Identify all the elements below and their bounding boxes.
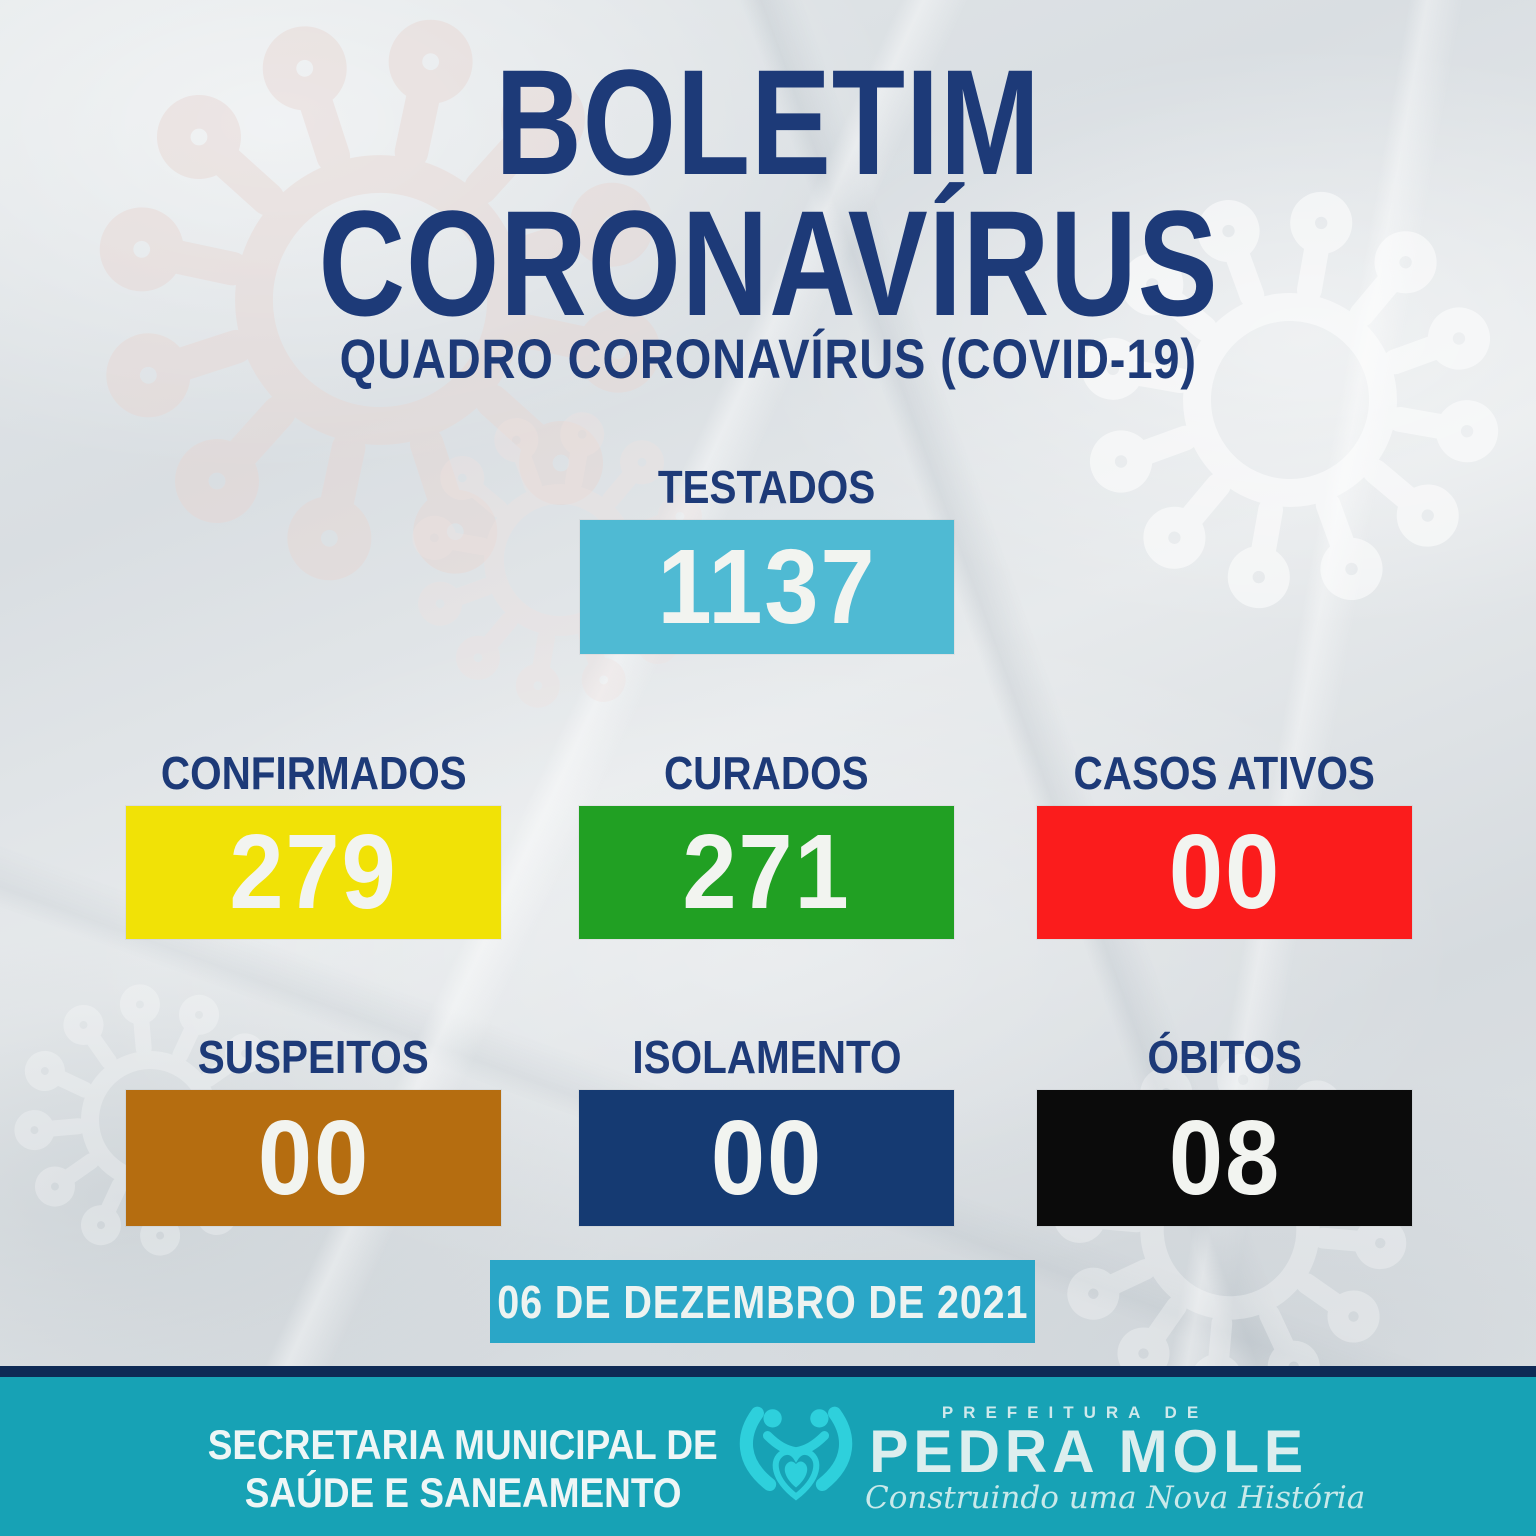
pedra-mole-emblem-icon — [739, 1406, 853, 1501]
stat-casos-ativos-value: 00 — [1168, 813, 1281, 931]
date-banner: 06 DE DEZEMBRO DE 2021 — [490, 1260, 1035, 1343]
logo-tagline: Construindo uma Nova História — [865, 1480, 1366, 1516]
stat-obitos-value: 08 — [1168, 1098, 1281, 1217]
title-line-1: BOLETIM — [495, 38, 1041, 206]
secretaria-text: SECRETARIA MUNICIPAL DE SAÚDE E SANEAMEN… — [163, 1421, 763, 1517]
stat-isolamento-label: ISOLAMENTO — [631, 1031, 902, 1083]
page-title: BOLETIM CORONAVÍRUS — [0, 38, 1536, 347]
stat-obitos-label: ÓBITOS — [1147, 1031, 1302, 1083]
stat-casos-ativos: CASOS ATIVOS 00 — [1037, 748, 1412, 939]
logo-pedra-mole: PEDRA MOLE — [869, 1418, 1309, 1485]
footer-divider — [0, 1366, 1536, 1377]
stat-curados: CURADOS 271 — [579, 748, 954, 939]
footer: SECRETARIA MUNICIPAL DE SAÚDE E SANEAMEN… — [0, 1377, 1536, 1536]
stat-curados-box: 271 — [579, 806, 954, 939]
stat-curados-value: 271 — [682, 813, 851, 931]
title-line-2: CORONAVÍRUS — [318, 179, 1218, 347]
secretaria-line-1: SECRETARIA MUNICIPAL DE — [208, 1421, 718, 1468]
stat-casos-ativos-box: 00 — [1037, 806, 1412, 939]
stat-suspeitos-label: SUSPEITOS — [198, 1031, 429, 1083]
stat-testados-label: TESTADOS — [658, 461, 876, 513]
stat-isolamento: ISOLAMENTO 00 — [579, 1032, 954, 1226]
secretaria-line-2: SAÚDE E SANEAMENTO — [244, 1469, 682, 1516]
stat-obitos: ÓBITOS 08 — [1037, 1032, 1412, 1226]
stat-confirmados-value: 279 — [229, 813, 398, 931]
stat-confirmados-label: CONFIRMADOS — [160, 747, 467, 799]
stat-isolamento-box: 00 — [579, 1090, 954, 1226]
stat-suspeitos: SUSPEITOS 00 — [126, 1032, 501, 1226]
prefeitura-logo: PREFEITURA DE PEDRA MOLE Construindo uma… — [735, 1395, 1366, 1516]
logo-prefeitura-de: PREFEITURA DE — [941, 1403, 1209, 1422]
stat-confirmados: CONFIRMADOS 279 — [126, 748, 501, 939]
stat-testados: TESTADOS 1137 — [580, 462, 954, 654]
stat-testados-value: 1137 — [657, 527, 877, 646]
stat-testados-box: 1137 — [580, 520, 954, 654]
stat-suspeitos-box: 00 — [126, 1090, 501, 1226]
page-subtitle: QUADRO CORONAVÍRUS (COVID-19) — [339, 327, 1197, 390]
stat-casos-ativos-label: CASOS ATIVOS — [1073, 747, 1376, 799]
stat-isolamento-value: 00 — [710, 1098, 823, 1217]
date-text: 06 DE DEZEMBRO DE 2021 — [496, 1275, 1029, 1328]
stat-curados-label: CURADOS — [664, 747, 869, 799]
stat-suspeitos-value: 00 — [257, 1098, 370, 1217]
stat-confirmados-box: 279 — [126, 806, 501, 939]
stat-obitos-box: 08 — [1037, 1090, 1412, 1226]
